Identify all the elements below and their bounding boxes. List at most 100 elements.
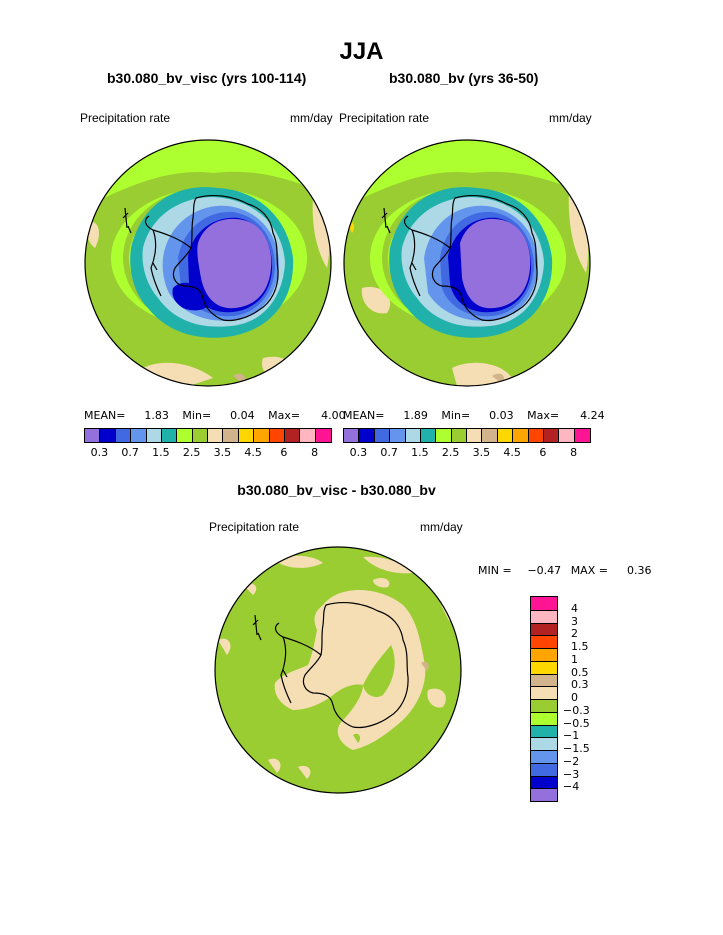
- panel-1-colorbar-swatch: [284, 429, 301, 442]
- diff-colorbar-swatch: [531, 648, 557, 661]
- panel-1-colorbar-swatch: [238, 429, 255, 442]
- panel-2-colorbar-swatch: [451, 429, 467, 442]
- panel-2-colorbar-swatch: [420, 429, 437, 442]
- panel-2-min-label: Min=: [441, 409, 471, 422]
- panel-2-colorbar-swatch: [482, 429, 498, 442]
- diff-colorbar-swatch: [531, 788, 557, 801]
- panel-1-colorbar-swatch: [115, 429, 132, 442]
- panel-1-max-label: Max=: [268, 409, 301, 422]
- diff-colorbar-swatch: [531, 597, 557, 610]
- diff-colorbar-swatch: [531, 673, 557, 687]
- diff-colorbar-tick: 1.5: [571, 640, 589, 653]
- panel-2-max-label: Max=: [527, 409, 560, 422]
- diff-colorbar-tick: 0.3: [571, 678, 589, 692]
- panel-2-units: mm/day: [549, 111, 592, 125]
- diff-field-label: Precipitation rate: [209, 520, 300, 534]
- diff-colorbar-tick: 0: [571, 691, 578, 704]
- panel-2-field-label: Precipitation rate: [339, 111, 430, 125]
- panel-2-colorbar-tick: 8: [570, 446, 578, 459]
- panel-1-mean: 1.83: [144, 409, 169, 422]
- diff-colorbar-swatch: [531, 686, 557, 699]
- panel-1-colorbar-tick: 8: [311, 446, 319, 459]
- panel-2-mean-label: MEAN=: [343, 409, 385, 422]
- diff-colorbar-tick: −1.5: [563, 742, 590, 755]
- panel-1-colorbar-swatch: [100, 429, 116, 442]
- panel-1-units: mm/day: [290, 111, 333, 125]
- panel-1-colorbar-tick: 3.5: [213, 446, 232, 459]
- diff-colorbar-tick: 3: [571, 614, 578, 628]
- diff-colorbar-tick: −0.3: [563, 703, 590, 717]
- panel-1-colorbar-swatch: [269, 429, 285, 442]
- panel-2-min: 0.03: [489, 409, 514, 422]
- diff-min-label: MIN =: [478, 564, 512, 577]
- panel-2-colorbar-tick: 1.5: [411, 446, 429, 459]
- panel-1-colorbar-swatch: [315, 429, 331, 442]
- panel-2-colorbar-tick: 4.5: [503, 446, 521, 459]
- panel-2-colorbar-swatch: [543, 429, 560, 442]
- panel-1-colorbar-tick: 2.5: [182, 446, 201, 459]
- diff-colorbar-tick: 4: [571, 601, 578, 615]
- diff-colorbar-swatch: [531, 737, 557, 750]
- panel-1-max: 4.00: [321, 409, 346, 422]
- panel-1-colorbar-swatch: [254, 429, 270, 442]
- panel-1-colorbar-tick: 6: [280, 446, 288, 459]
- panel-2-colorbar-swatch: [344, 429, 360, 442]
- diff-colorbar-swatch: [531, 750, 557, 763]
- panel-1-colorbar-swatch: [177, 429, 193, 442]
- panel-1-colorbar-swatch: [223, 429, 239, 442]
- panel-1-colorbar-ticks: 0.3 0.7 1.5 2.5 3.5 4.5 6 8: [84, 446, 330, 460]
- diff-colorbar-swatch: [531, 711, 557, 725]
- panel-1-subtitle: b30.080_bv_visc (yrs 100-114): [107, 70, 307, 86]
- panel-2-colorbar-ticks: 0.3 0.7 1.5 2.5 3.5 4.5 6 8: [343, 446, 589, 460]
- diff-stats: MIN = −0.47 MAX = 0.36: [478, 564, 651, 577]
- panel-1-stats: MEAN= 1.83 Min= 0.04 Max= 4.00: [84, 409, 346, 422]
- panel-1-colorbar-tick: 0.7: [121, 446, 139, 459]
- diff-colorbar-tick: 0.5: [571, 665, 589, 679]
- page-title: JJA: [339, 38, 384, 65]
- diff-colorbar-tick: 1: [571, 652, 578, 666]
- diff-colorbar-swatch: [531, 609, 557, 623]
- panel-2-colorbar-swatch: [513, 429, 529, 442]
- panel-2-colorbar: [343, 428, 591, 443]
- panel-1-colorbar-swatch: [208, 429, 224, 442]
- panel-1-mean-label: MEAN=: [84, 409, 126, 422]
- panel-2-colorbar-swatch: [359, 429, 375, 442]
- panel-1-min: 0.04: [230, 409, 255, 422]
- diff-colorbar-tick: −0.5: [563, 716, 590, 730]
- panel-2-colorbar-swatch: [405, 429, 421, 442]
- panel-1-colorbar-tick: 1.5: [152, 446, 170, 459]
- diff-colorbar-swatch: [531, 762, 557, 776]
- diff-colorbar-tick: −3: [563, 767, 580, 781]
- diff-colorbar-swatch: [531, 622, 557, 636]
- panel-1-colorbar: [84, 428, 332, 443]
- panel-2-colorbar-swatch: [390, 429, 406, 442]
- diff-max-label: MAX =: [570, 564, 608, 577]
- diff-map: [214, 546, 462, 794]
- diff-min: −0.47: [527, 564, 562, 577]
- panel-2-max: 4.24: [580, 409, 605, 422]
- diff-colorbar: [530, 596, 558, 802]
- panel-2-colorbar-tick: 3.5: [472, 446, 491, 459]
- panel-1-colorbar-swatch: [131, 429, 147, 442]
- panel-1-colorbar-swatch: [146, 429, 162, 442]
- diff-colorbar-tick: −4: [563, 780, 580, 794]
- panel-2-colorbar-swatch: [467, 429, 483, 442]
- panel-2-colorbar-tick: 2.5: [441, 446, 460, 459]
- panel-2-colorbar-swatch: [436, 429, 452, 442]
- diff-subtitle: b30.080_bv_visc - b30.080_bv: [237, 482, 436, 498]
- panel-2-stats: MEAN= 1.89 Min= 0.03 Max= 4.24: [343, 409, 605, 422]
- diff-units: mm/day: [420, 520, 463, 534]
- panel-2-colorbar-tick: 0.3: [349, 446, 368, 459]
- panel-2-colorbar-swatch: [574, 429, 590, 442]
- panel-2-colorbar-swatch: [559, 429, 575, 442]
- panel-2-map: [343, 139, 591, 387]
- panel-2-colorbar-tick: 6: [539, 446, 547, 459]
- diff-colorbar-swatch: [531, 699, 557, 712]
- diff-colorbar-tick: −1: [563, 729, 580, 743]
- panel-1-map: [84, 139, 332, 387]
- panel-1-colorbar-swatch: [300, 429, 316, 442]
- panel-2-colorbar-tick: 0.7: [380, 446, 398, 459]
- diff-colorbar-swatch: [531, 724, 557, 738]
- diff-colorbar-tick: −2: [563, 754, 580, 768]
- panel-1-min-label: Min=: [182, 409, 212, 422]
